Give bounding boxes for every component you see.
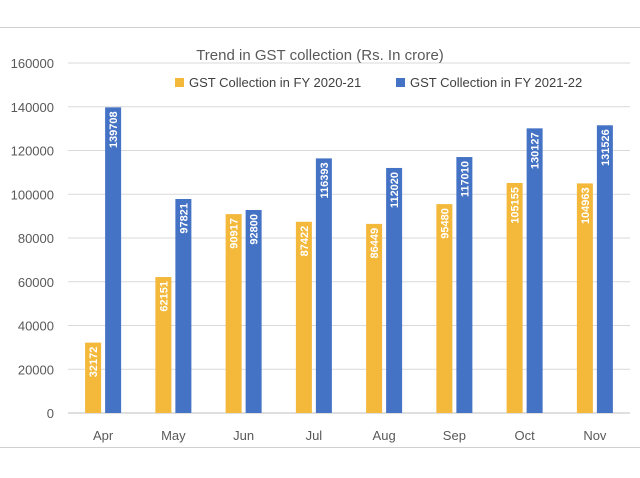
bar-fy2021-22 — [175, 199, 192, 413]
bar-fy2021-22 — [596, 125, 613, 414]
x-tick-label: Apr — [93, 428, 114, 443]
y-tick-label: 80000 — [18, 231, 54, 246]
bar-fy2020-21 — [155, 277, 172, 413]
chart-title: Trend in GST collection (Rs. In crore) — [196, 47, 444, 64]
y-tick-label: 120000 — [11, 144, 54, 159]
data-label: 117010 — [459, 161, 471, 197]
bar-fy2021-22 — [386, 167, 403, 413]
legend-swatch-2020-21 — [175, 78, 184, 87]
bar-fy2021-22 — [526, 128, 543, 414]
x-tick-label: Sep — [443, 428, 466, 443]
x-tick-label: Aug — [373, 428, 396, 443]
data-label: 130127 — [530, 132, 542, 169]
legend: GST Collection in FY 2020-21 GST Collect… — [175, 75, 582, 90]
data-label: 116393 — [319, 162, 331, 198]
bar-fy2021-22 — [245, 210, 262, 413]
data-label: 90917 — [229, 218, 241, 249]
y-tick-label: 60000 — [18, 275, 54, 290]
x-tick-label: May — [161, 428, 186, 443]
bar-fy2020-21 — [436, 204, 453, 413]
bar-fy2020-21 — [225, 214, 242, 413]
data-label: 92800 — [249, 214, 261, 245]
data-label: 112020 — [389, 172, 401, 208]
bar-fy2020-21 — [366, 223, 383, 413]
bar-fy2020-21 — [295, 221, 312, 413]
data-label: 87422 — [299, 226, 311, 257]
legend-label-2021-22: GST Collection in FY 2021-22 — [410, 75, 582, 90]
data-label: 131526 — [600, 129, 612, 166]
chart-frame — [0, 27, 640, 448]
legend-swatch-2021-22 — [396, 78, 405, 87]
bar-fy2021-22 — [456, 157, 473, 413]
bar-fy2020-21 — [85, 342, 102, 413]
y-tick-label: 140000 — [11, 100, 54, 115]
data-label: 105155 — [510, 187, 522, 224]
bar-fy2021-22 — [105, 107, 122, 414]
x-tick-label: Nov — [583, 428, 607, 443]
y-tick-label: 40000 — [18, 319, 54, 334]
y-tick-label: 160000 — [11, 56, 54, 71]
bar-fy2020-21 — [506, 182, 523, 413]
data-label: 139708 — [108, 111, 120, 148]
data-label: 86449 — [369, 228, 381, 259]
data-label: 97821 — [178, 203, 190, 234]
data-label: 32172 — [88, 347, 100, 378]
bar-fy2020-21 — [576, 183, 593, 413]
x-tick-label: Jul — [306, 428, 323, 443]
data-label: 95480 — [439, 208, 451, 239]
x-tick-label: Jun — [233, 428, 254, 443]
y-tick-label: 100000 — [11, 187, 54, 202]
y-tick-label: 20000 — [18, 362, 54, 377]
legend-label-2020-21: GST Collection in FY 2020-21 — [189, 75, 361, 90]
data-label: 104963 — [580, 187, 592, 224]
data-label: 62151 — [158, 281, 170, 312]
bar-fy2021-22 — [315, 158, 332, 413]
y-tick-label: 0 — [47, 406, 54, 421]
x-tick-label: Oct — [515, 428, 536, 443]
